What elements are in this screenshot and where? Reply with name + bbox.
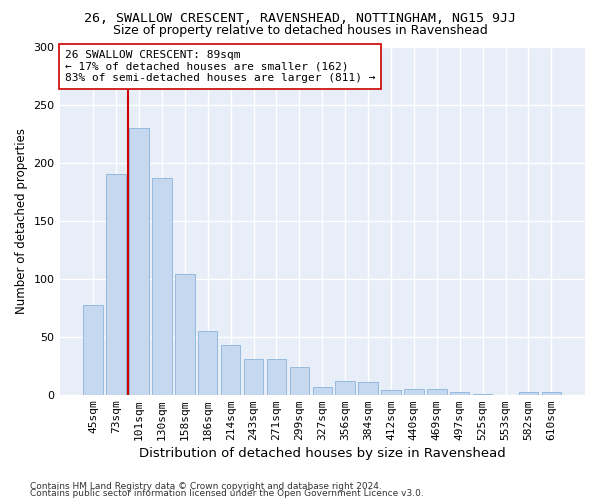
Bar xyxy=(221,345,241,395)
Bar xyxy=(106,174,126,394)
Bar xyxy=(244,358,263,394)
Bar xyxy=(381,390,401,394)
Text: Contains public sector information licensed under the Open Government Licence v3: Contains public sector information licen… xyxy=(30,489,424,498)
Bar xyxy=(450,392,469,394)
Bar xyxy=(313,386,332,394)
Bar xyxy=(152,178,172,394)
Bar xyxy=(358,382,378,394)
X-axis label: Distribution of detached houses by size in Ravenshead: Distribution of detached houses by size … xyxy=(139,447,506,460)
Bar xyxy=(129,128,149,394)
Bar xyxy=(427,389,446,394)
Bar xyxy=(267,358,286,394)
Bar xyxy=(335,381,355,394)
Text: Contains HM Land Registry data © Crown copyright and database right 2024.: Contains HM Land Registry data © Crown c… xyxy=(30,482,382,491)
Bar xyxy=(404,389,424,394)
Bar xyxy=(198,331,217,394)
Bar xyxy=(290,367,309,394)
Text: 26, SWALLOW CRESCENT, RAVENSHEAD, NOTTINGHAM, NG15 9JJ: 26, SWALLOW CRESCENT, RAVENSHEAD, NOTTIN… xyxy=(84,12,516,26)
Bar xyxy=(83,306,103,394)
Text: Size of property relative to detached houses in Ravenshead: Size of property relative to detached ho… xyxy=(113,24,487,37)
Text: 26 SWALLOW CRESCENT: 89sqm
← 17% of detached houses are smaller (162)
83% of sem: 26 SWALLOW CRESCENT: 89sqm ← 17% of deta… xyxy=(65,50,375,83)
Bar xyxy=(519,392,538,394)
Bar xyxy=(542,392,561,394)
Bar xyxy=(175,274,194,394)
Y-axis label: Number of detached properties: Number of detached properties xyxy=(15,128,28,314)
